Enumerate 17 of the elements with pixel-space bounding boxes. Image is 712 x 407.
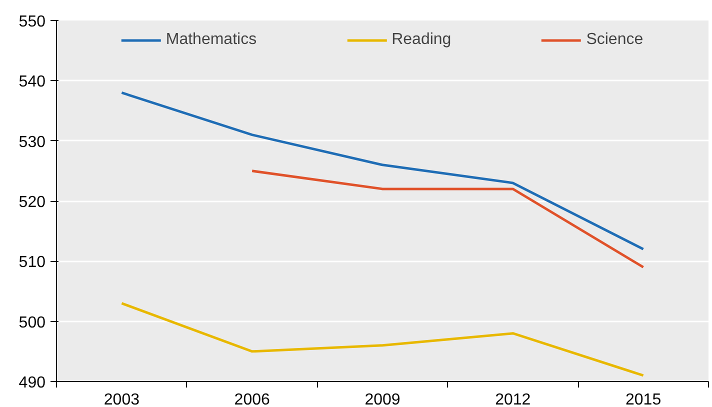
legend-label: Reading	[392, 31, 452, 49]
x-tick-label: 2012	[495, 392, 531, 407]
y-tick-label: 540	[18, 74, 46, 91]
x-tick-label: 2003	[104, 392, 140, 407]
y-tick-label: 530	[18, 134, 46, 151]
y-tick-label: 550	[18, 14, 46, 30]
y-tick-label: 490	[18, 374, 46, 392]
y-tick-label: 500	[18, 314, 46, 332]
x-tick-label: 2009	[364, 392, 400, 407]
y-tick-label: 520	[18, 194, 46, 211]
legend-label: Mathematics	[166, 31, 257, 49]
y-tick-label: 510	[18, 254, 46, 272]
x-tick-label: 2015	[626, 392, 662, 407]
line-series	[120, 302, 645, 377]
line-series	[120, 91, 645, 250]
x-tick-label: 2006	[234, 392, 270, 407]
legend-label: Science	[586, 31, 644, 49]
